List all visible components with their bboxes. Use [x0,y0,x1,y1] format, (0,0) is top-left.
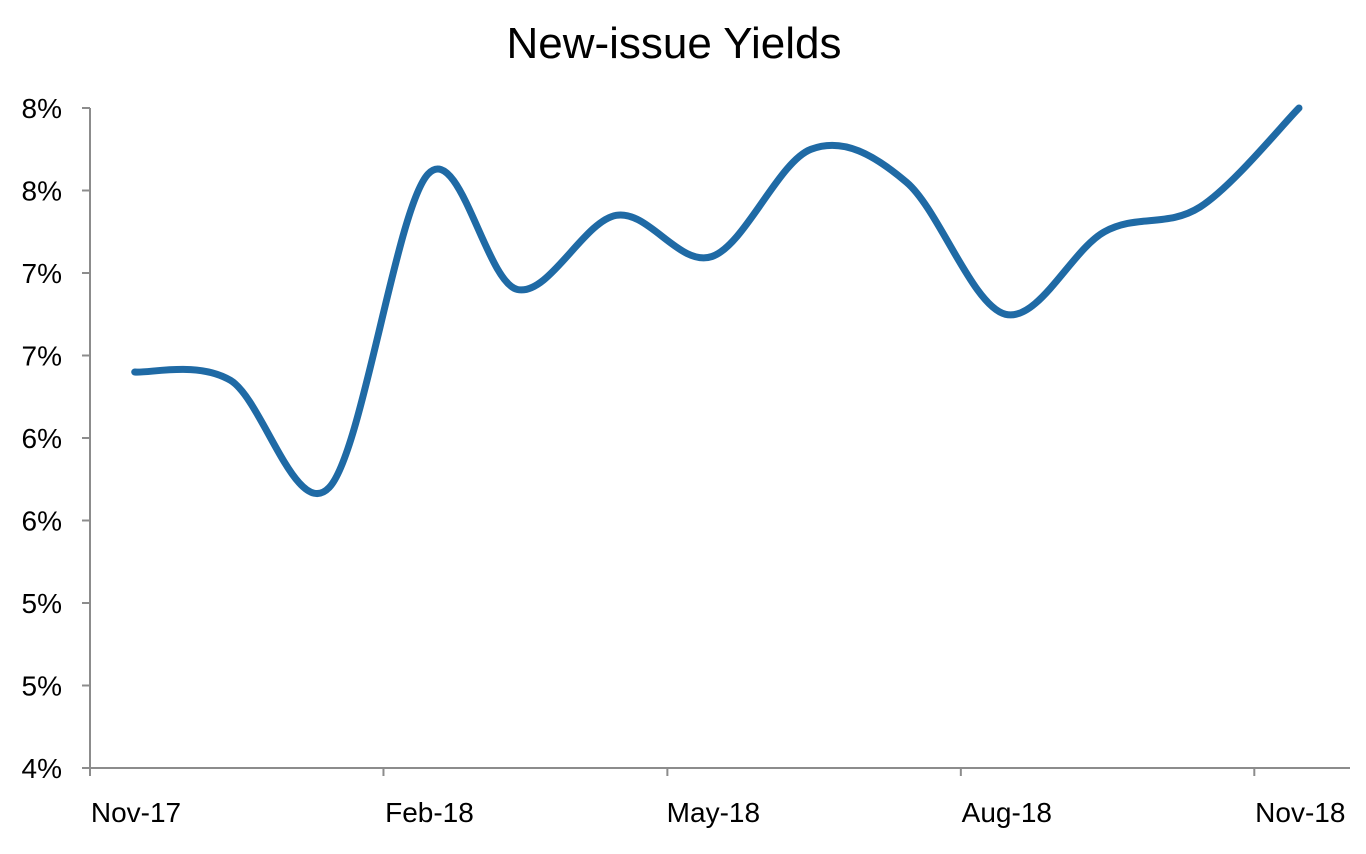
y-tick-label: 6% [22,423,62,454]
y-tick-label: 7% [22,258,62,289]
series-line [131,104,1303,497]
y-tick-label: 8% [22,176,62,207]
y-tick-label: 4% [22,753,62,784]
y-tick-label: 5% [22,588,62,619]
x-tick-label: May-18 [667,797,760,828]
y-tick-label: 7% [22,341,62,372]
y-tick-label: 5% [22,671,62,702]
x-tick-label: Aug-18 [962,797,1052,828]
x-tick-label: Nov-18 [1255,797,1345,828]
x-tick-label: Feb-18 [385,797,474,828]
y-tick-label: 8% [22,93,62,124]
x-axis-ticks: Nov-17 Feb-18 May-18 Aug-18 Nov-18 [89,768,1345,828]
y-axis-ticks: 4% 5% 5% 6% 6% 7% 7% 8% 8% [22,93,90,784]
chart-title: New-issue Yields [506,19,841,68]
series-layer [131,104,1303,497]
x-tick-label: Nov-17 [91,797,181,828]
y-tick-label: 6% [22,506,62,537]
